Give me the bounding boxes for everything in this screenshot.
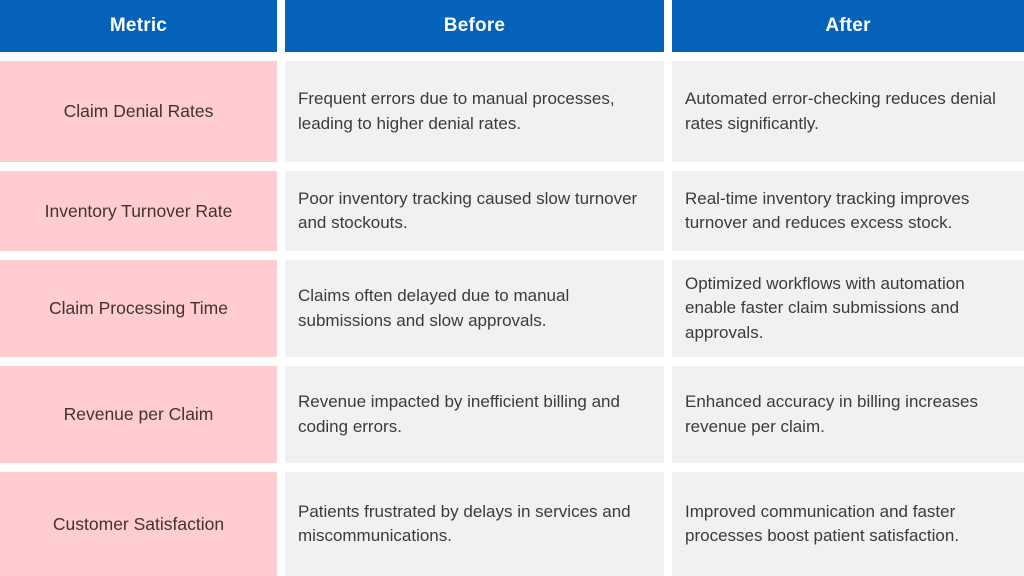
metric-cell: Customer Satisfaction bbox=[0, 472, 277, 576]
after-cell: Optimized workflows with automation enab… bbox=[672, 260, 1024, 357]
header-cell-metric: Metric bbox=[0, 0, 277, 52]
metric-cell: Claim Processing Time bbox=[0, 260, 277, 357]
metric-cell: Inventory Turnover Rate bbox=[0, 171, 277, 251]
after-cell: Improved communication and faster proces… bbox=[672, 472, 1024, 576]
after-cell: Real-time inventory tracking improves tu… bbox=[672, 171, 1024, 251]
metric-cell: Claim Denial Rates bbox=[0, 61, 277, 162]
after-cell: Automated error-checking reduces denial … bbox=[672, 61, 1024, 162]
before-cell: Poor inventory tracking caused slow turn… bbox=[285, 171, 664, 251]
before-cell: Revenue impacted by inefficient billing … bbox=[285, 366, 664, 463]
before-cell: Patients frustrated by delays in service… bbox=[285, 472, 664, 576]
metric-cell: Revenue per Claim bbox=[0, 366, 277, 463]
before-cell: Frequent errors due to manual processes,… bbox=[285, 61, 664, 162]
header-cell-after: After bbox=[672, 0, 1024, 52]
after-cell: Enhanced accuracy in billing increases r… bbox=[672, 366, 1024, 463]
header-cell-before: Before bbox=[285, 0, 664, 52]
before-cell: Claims often delayed due to manual submi… bbox=[285, 260, 664, 357]
